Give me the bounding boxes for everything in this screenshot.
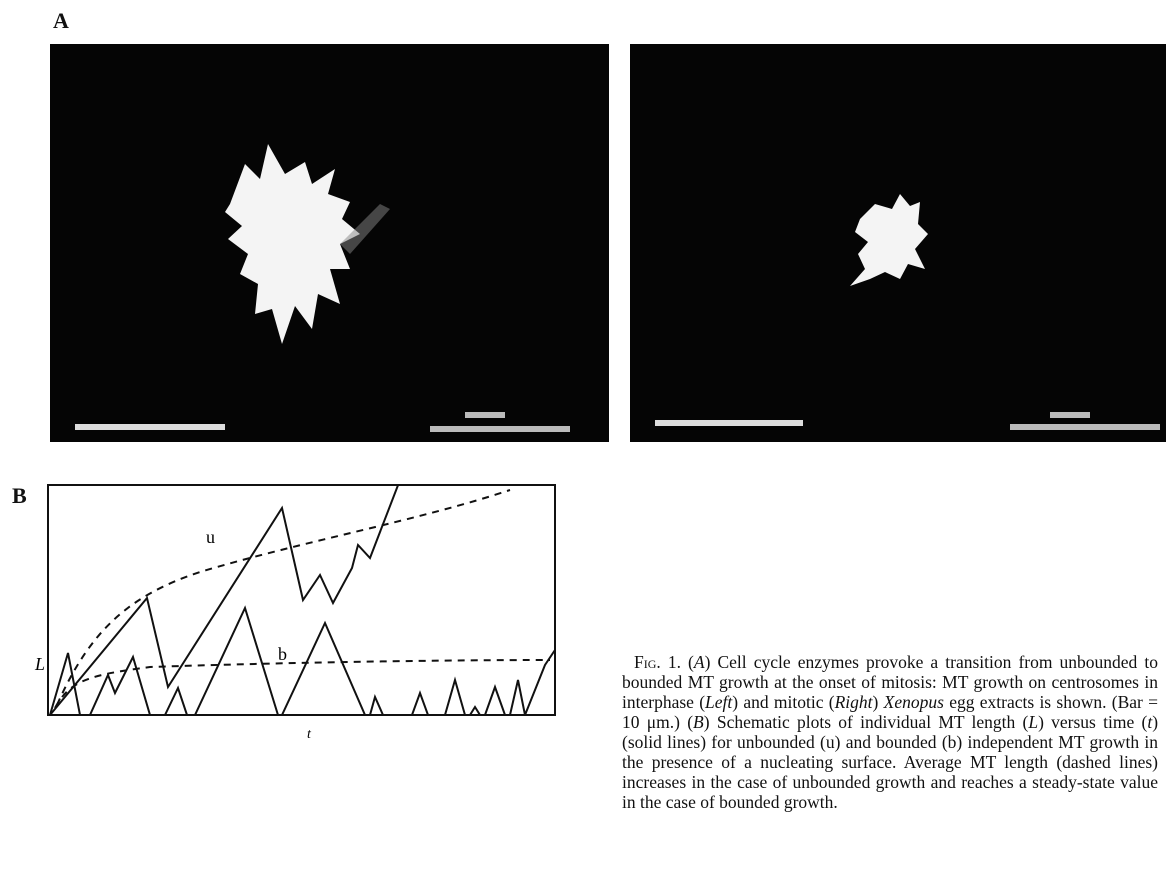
caption-text: Left bbox=[705, 692, 732, 712]
caption-text: ) Schematic plots of individual MT lengt… bbox=[704, 712, 1029, 732]
caption-text: A bbox=[694, 652, 705, 672]
micrograph-left bbox=[50, 44, 609, 442]
curve-label: u bbox=[206, 527, 215, 547]
caption-text: ) and mitotic ( bbox=[732, 692, 834, 712]
page: A B L t u b Fig. 1. (A) Cell cycle enzym… bbox=[0, 0, 1166, 876]
caption-text: Fig. 1. bbox=[634, 652, 681, 672]
schematic-plot: L t u b bbox=[0, 480, 580, 750]
caption-text: B bbox=[693, 712, 704, 732]
mean-bounded bbox=[55, 660, 550, 708]
plot-frame bbox=[48, 485, 555, 715]
panel-label: A bbox=[53, 8, 69, 34]
figure-caption: Fig. 1. (A) Cell cycle enzymes provoke a… bbox=[622, 652, 1158, 812]
curve-unbounded bbox=[50, 480, 400, 715]
x-axis-label: t bbox=[307, 727, 312, 742]
caption-text: Right bbox=[835, 692, 873, 712]
y-axis-label: L bbox=[34, 654, 45, 674]
caption-text: ( bbox=[681, 652, 694, 672]
caption-text: L bbox=[1028, 712, 1038, 732]
caption-text: Xenopus bbox=[884, 692, 944, 712]
curve-label: b bbox=[278, 644, 287, 664]
caption-text: ) versus time ( bbox=[1038, 712, 1147, 732]
micrograph-right bbox=[630, 44, 1166, 442]
caption-text: ) bbox=[873, 692, 884, 712]
